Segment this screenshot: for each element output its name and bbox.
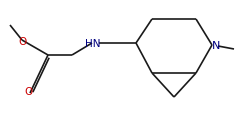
- Text: O: O: [19, 37, 27, 47]
- Text: O: O: [25, 86, 33, 96]
- Text: HN: HN: [85, 39, 100, 49]
- Text: N: N: [211, 41, 219, 51]
